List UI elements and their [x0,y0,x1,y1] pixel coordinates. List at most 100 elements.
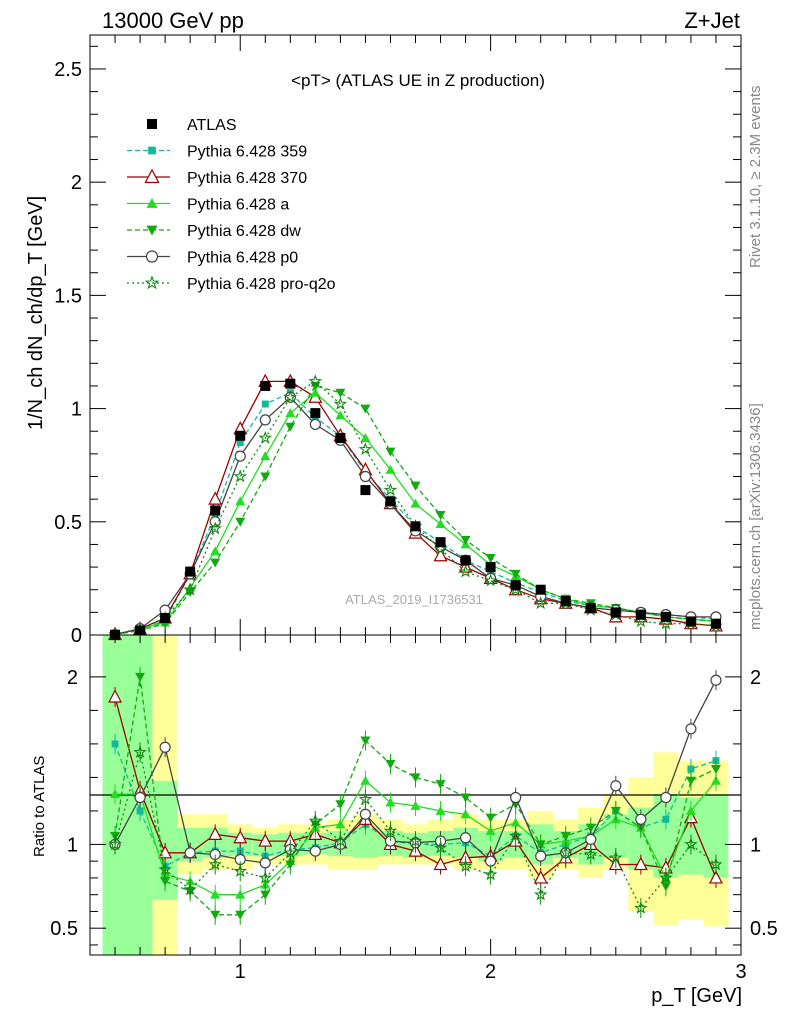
marker-triangle [335,819,346,829]
marker-triangle [360,433,371,443]
y-tick-label: 0.5 [54,512,82,534]
marker-star [308,813,323,827]
marker-circle [535,850,547,862]
marker-star [583,847,598,861]
data-point [110,629,121,640]
marker-circle [309,418,321,431]
marker-triangle [708,870,723,884]
ratio-tick-label: 1 [67,834,78,856]
marker-triangle [258,833,273,847]
marker-triangle [685,805,696,815]
ratio-tick-label: 2 [67,667,78,689]
marker-triangle [210,889,221,899]
marker-star [233,469,248,483]
rivet-label: Rivet 3.1.10, ≥ 2.3M events [747,86,764,269]
ratio-tick-label-right: 1 [750,834,761,856]
marker-circle [359,470,372,483]
marker-triangle-down [285,422,296,432]
marker-triangle [533,870,548,884]
marker-triangle [208,491,223,505]
marker-triangle [433,856,448,871]
marker-triangle [510,817,521,827]
ratio-y-axis-label: Ratio to ATLAS [31,756,48,857]
legend: ATLAS Pythia 6.428 359 Pythia 6.428 370 Pyt… [127,117,336,293]
marker-circle [635,813,647,825]
marker-triangle [260,451,271,461]
header-right: Z+Jet [684,8,740,33]
marker-circle [259,857,271,869]
marker-triangle [433,547,448,562]
marker-star [358,792,373,805]
data-point [160,613,171,624]
marker-triangle-down [435,511,446,520]
marker-triangle [233,829,248,844]
marker-triangle-down [460,793,471,803]
marker-triangle-down [535,840,546,850]
marker-triangle-down [260,472,271,482]
data-point [610,607,621,618]
marker-circle [660,791,672,804]
marker-triangle-down [360,736,371,746]
marker-circle [145,250,159,263]
marker-triangle-down [146,225,158,236]
marker-star [283,845,298,859]
marker-triangle [235,889,246,899]
marker-triangle-down [435,780,446,790]
marker-circle [610,780,622,792]
x-tick-label: 1 [235,961,246,983]
marker-star [609,850,623,864]
marker-triangle-down [385,760,396,770]
marker-circle [234,450,246,462]
marker-triangle-down [135,672,146,682]
data-point [285,378,296,389]
marker-square [687,765,695,773]
marker-square [236,439,244,447]
marker-triangle [385,464,396,474]
marker-star [709,857,723,871]
data-point [235,430,246,441]
legend-label: Pythia 6.428 a [187,197,289,214]
data-point [310,408,321,419]
series-ratio [108,666,723,925]
marker-triangle-down [335,800,346,810]
data-point [185,566,196,577]
marker-star [258,870,273,884]
atlas-data-points [110,378,721,640]
data-point [485,562,496,573]
mcplots-label: mcplots.cern.ch [arXiv:1306.3436] [747,403,764,630]
marker-star [458,564,473,578]
x-axis-label: p_T [GeV] [651,985,742,1007]
y-tick-label: 1 [71,399,82,421]
marker-star [533,887,548,901]
marker-triangle-down [585,823,596,833]
marker-star [208,521,222,535]
marker-triangle-down [160,877,171,887]
marker-star [483,573,498,587]
y-tick-label: 2.5 [54,59,82,81]
marker-circle [359,808,372,820]
marker-star [634,900,648,914]
data-point [710,618,721,629]
marker-star [233,864,248,878]
marker-triangle-down [235,517,246,527]
marker-circle [585,833,597,845]
data-point [135,625,146,636]
analysis-label: ATLAS_2019_I1736531 [345,592,483,607]
marker-star [433,541,448,555]
marker-circle [159,741,171,753]
data-point [360,485,371,496]
legend-label: Pythia 6.428 pro-q2o [187,276,336,293]
axis-ticks: 1 2 3 0 0.5 1 1.5 2 2.5 0.5 0.5 1 1 2 2 [50,35,778,983]
marker-triangle [285,408,296,418]
marker-square [111,740,119,748]
marker-star [133,745,147,759]
data-point [260,380,271,391]
data-point [210,505,221,516]
marker-square [662,815,670,823]
marker-triangle-down [685,776,696,786]
marker-triangle [108,689,123,703]
marker-triangle-down [710,765,721,775]
marker-triangle-down [510,569,521,579]
marker-triangle-down [560,832,571,842]
marker-triangle-down [410,773,421,783]
